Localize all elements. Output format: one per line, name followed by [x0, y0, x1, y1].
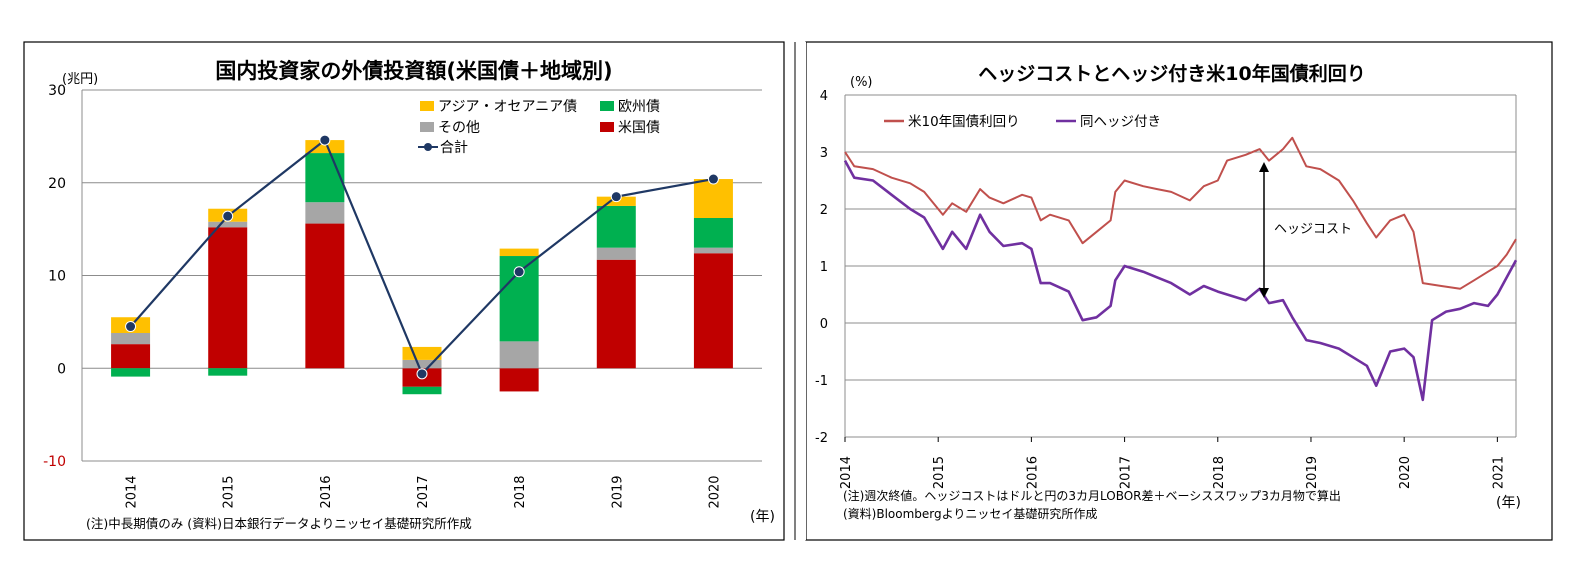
right-y-tick-3: 1 — [820, 260, 828, 275]
right-chart-title: ヘッジコストとヘッジ付き米10年国債利回り — [978, 62, 1365, 85]
total-marker-2015 — [222, 210, 234, 222]
right-y-tick-4: 2 — [820, 203, 828, 218]
total-marker-2016 — [319, 134, 331, 146]
total-marker-2014 — [125, 321, 137, 333]
right-y-tick-labels: -2 -1 0 1 2 3 4 — [815, 89, 828, 446]
right-y-tick-1: -1 — [815, 374, 828, 389]
legend-label-us10y: 米10年国債利回り — [908, 114, 1020, 130]
right-chart-note-1: (注)週次終値。ヘッジコストはドルと円の3カ月LOBOR差＋ベーシススワップ3カ… — [843, 488, 1341, 503]
legend-label-europe: 欧州債 — [618, 99, 660, 115]
bar-2014-s1 — [111, 333, 151, 345]
left-x-tick-2015: 2015 — [222, 475, 237, 508]
bar-2018-s1 — [499, 341, 539, 369]
legend-label-total: 合計 — [440, 140, 468, 156]
right-x-tick-2021: 2021 — [1491, 456, 1506, 489]
total-marker-2018 — [513, 266, 525, 278]
legend-label-us: 米国債 — [618, 120, 660, 136]
right-x-tick-labels: 2014 2015 2016 2017 2018 2019 2020 2021 — [839, 437, 1506, 489]
bar-2016-s1 — [305, 202, 345, 224]
left-y-tick-3: 20 — [48, 176, 66, 192]
right-y-unit-label: (%) — [850, 75, 873, 90]
bar-2020-s2 — [693, 217, 733, 248]
left-chart-title: 国内投資家の外債投資額(米国債＋地域別) — [215, 59, 612, 83]
bar-2018-s0 — [499, 368, 539, 392]
total-marker-2020 — [707, 173, 719, 185]
bar-2015-s1 — [208, 221, 248, 228]
bar-2019-s2 — [596, 205, 636, 248]
right-chart-note-2: (資料)Bloombergよりニッセイ基礎研究所作成 — [843, 506, 1097, 521]
bar-2017-s1 — [402, 359, 442, 369]
hedge-cost-arrow-down — [1259, 288, 1269, 298]
left-x-tick-labels: 2014 2015 2016 2017 2018 2019 2020 — [125, 475, 723, 508]
right-y-tick-5: 3 — [820, 146, 828, 161]
right-series-lines — [843, 136, 1518, 402]
legend-label-other: その他 — [438, 120, 480, 136]
bar-2019-s1 — [596, 247, 636, 260]
bar-2014-s0 — [111, 344, 151, 369]
bar-2020-s0 — [693, 253, 733, 369]
legend-swatch-europe — [600, 101, 614, 111]
right-x-tick-2015: 2015 — [932, 456, 947, 489]
left-x-tick-2020: 2020 — [707, 475, 722, 508]
left-x-tick-2016: 2016 — [319, 475, 334, 508]
hedge-cost-label: ヘッジコスト — [1274, 222, 1352, 237]
bar-2016-s0 — [305, 223, 345, 369]
left-y-tick-2: 10 — [48, 269, 66, 285]
legend-swatch-us — [600, 122, 614, 132]
right-x-tick-2016: 2016 — [1025, 456, 1040, 489]
right-x-tick-2020: 2020 — [1398, 456, 1413, 489]
series-line-1 — [843, 159, 1518, 402]
left-y-unit-label: (兆円) — [62, 72, 98, 87]
legend-label-hedged: 同ヘッジ付き — [1080, 114, 1161, 130]
legend-label-asia: アジア・オセアニア債 — [438, 99, 577, 115]
bar-2017-s2 — [402, 386, 442, 395]
hedge-cost-arrow-up — [1259, 162, 1269, 172]
left-chart-frame — [23, 41, 785, 541]
total-marker-2019 — [610, 191, 622, 203]
right-chart-frame — [805, 41, 1553, 541]
bar-2018-s3 — [499, 248, 539, 257]
legend-swatch-other — [420, 122, 434, 132]
left-chart-note: (注)中長期債のみ (資料)日本銀行データよりニッセイ基礎研究所作成 — [86, 516, 472, 531]
left-x-tick-2018: 2018 — [513, 475, 528, 508]
left-chart-bar-investment: 国内投資家の外債投資額(米国債＋地域別) (兆円) (年) (注)中長期債のみ … — [23, 41, 785, 541]
right-x-tick-2017: 2017 — [1119, 456, 1134, 489]
bar-2016-s2 — [305, 153, 345, 203]
left-x-tick-2014: 2014 — [125, 475, 140, 508]
left-x-unit-label: (年) — [750, 509, 775, 525]
series-line-0 — [844, 136, 1517, 290]
legend-swatch-asia — [420, 101, 434, 111]
right-chart-gutter — [796, 42, 806, 540]
left-legend: アジア・オセアニア債 欧州債 その他 米国債 合計 — [418, 99, 660, 156]
bar-2014-s2 — [111, 368, 151, 377]
left-total-line — [125, 134, 719, 380]
left-y-tick-4: 30 — [48, 83, 66, 99]
bar-2016-s3 — [305, 140, 345, 154]
bar-2015-s2 — [208, 368, 248, 376]
right-x-tick-2018: 2018 — [1212, 456, 1227, 489]
right-y-tick-2: 0 — [820, 317, 828, 332]
left-gridlines — [81, 89, 762, 462]
left-x-tick-2019: 2019 — [610, 475, 625, 508]
right-chart-line-yield: ヘッジコストとヘッジ付き米10年国債利回り (%) (年) (注)週次終値。ヘッ… — [796, 41, 1553, 541]
left-y-tick-0: -10 — [43, 454, 66, 470]
bar-2020-s1 — [693, 247, 733, 254]
bar-2019-s0 — [596, 259, 636, 369]
right-y-tick-6: 4 — [820, 89, 828, 104]
left-y-tick-1: 0 — [57, 361, 66, 377]
left-y-tick-labels: -10 0 10 20 30 — [43, 83, 66, 470]
hedge-cost-annotation: ヘッジコスト — [1259, 162, 1352, 298]
left-x-tick-2017: 2017 — [416, 475, 431, 508]
bar-2015-s0 — [208, 227, 248, 369]
right-legend: 米10年国債利回り 同ヘッジ付き — [884, 114, 1161, 130]
total-marker-2017 — [416, 368, 428, 380]
right-x-unit-label: (年) — [1496, 495, 1521, 511]
right-y-tick-0: -2 — [815, 431, 828, 446]
legend-swatch-total-marker — [424, 143, 432, 151]
right-x-tick-2019: 2019 — [1305, 456, 1320, 489]
right-x-tick-2014: 2014 — [839, 456, 854, 489]
bar-2020-s3 — [693, 179, 733, 218]
